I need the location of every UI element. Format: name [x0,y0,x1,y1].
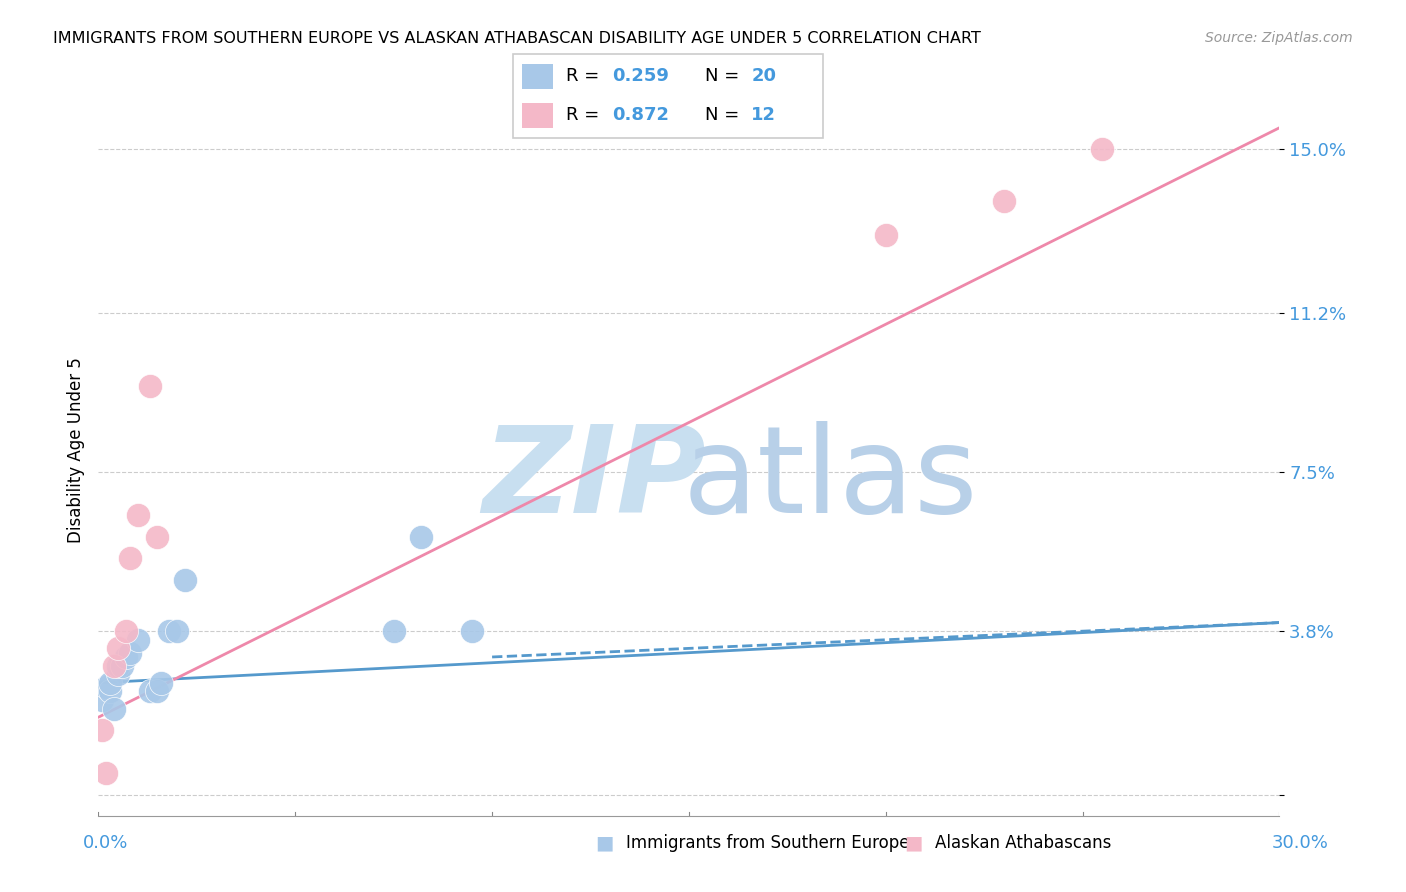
Point [107,658,129,673]
Point [166,624,188,639]
Text: N =: N = [704,68,745,86]
Point [115,650,138,665]
Point [127,508,149,522]
Point [98,684,121,698]
Point [103,658,125,673]
Point [107,641,129,656]
Point [115,624,138,639]
Bar [523,63,554,89]
Point [138,684,160,698]
Point [174,573,197,587]
Point [1091,142,1114,156]
Text: ■: ■ [595,833,614,853]
Text: 0.259: 0.259 [612,68,669,86]
Point [461,624,484,639]
Text: ■: ■ [904,833,924,853]
Point [138,379,160,393]
Point [127,632,149,647]
Point [157,624,180,639]
Point [146,684,169,698]
Y-axis label: Disability Age Under 5: Disability Age Under 5 [66,358,84,543]
Text: 30.0%: 30.0% [1272,834,1329,852]
Point [382,624,405,639]
Point [98,675,121,690]
Text: ZIP: ZIP [482,421,706,538]
FancyBboxPatch shape [513,54,823,138]
Point [103,701,125,715]
Point [107,667,129,681]
Point [993,194,1015,208]
Text: Immigrants from Southern Europe: Immigrants from Southern Europe [626,834,910,852]
Point [146,529,169,543]
Text: 0.872: 0.872 [612,106,669,124]
Text: N =: N = [704,106,745,124]
Point [875,228,897,243]
Point [96,680,118,694]
Text: 0.0%: 0.0% [83,834,128,852]
Point [118,551,141,566]
Bar [523,103,554,128]
Point [91,723,114,738]
Point [96,766,118,780]
Point [111,658,134,673]
Point [411,529,433,543]
Text: R =: R = [565,68,605,86]
Point [91,693,114,707]
Text: R =: R = [565,106,605,124]
Text: IMMIGRANTS FROM SOUTHERN EUROPE VS ALASKAN ATHABASCAN DISABILITY AGE UNDER 5 COR: IMMIGRANTS FROM SOUTHERN EUROPE VS ALASK… [53,31,981,46]
Point [118,646,141,660]
Text: atlas: atlas [683,421,979,538]
Text: 20: 20 [751,68,776,86]
Point [150,675,173,690]
Text: Alaskan Athabascans: Alaskan Athabascans [935,834,1111,852]
Text: 12: 12 [751,106,776,124]
Text: Source: ZipAtlas.com: Source: ZipAtlas.com [1205,31,1353,45]
